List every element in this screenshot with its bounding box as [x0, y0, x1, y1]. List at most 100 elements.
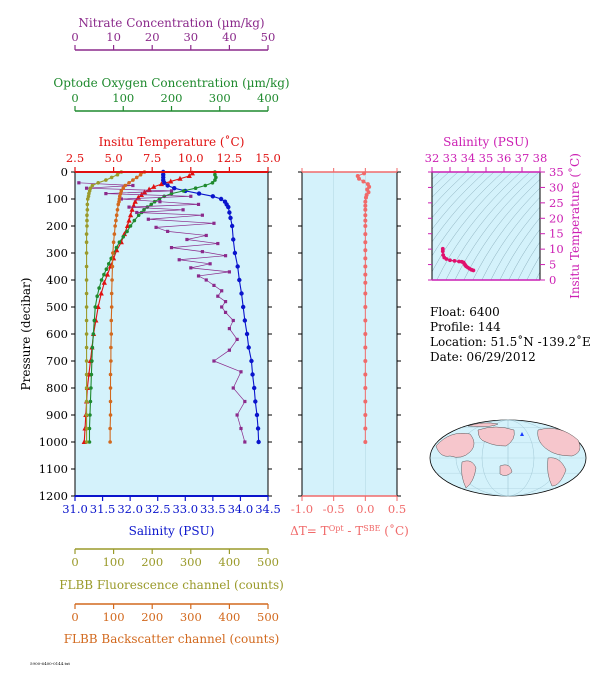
salinity-tick-label: 31.5	[90, 502, 116, 516]
pressure-tick-label: 500	[46, 300, 68, 314]
nitrate-point	[231, 318, 235, 323]
salinity-point	[256, 439, 261, 445]
backscatter-point	[116, 202, 121, 207]
fluorescence-tick-label: 400	[218, 555, 240, 569]
salinity-point	[227, 210, 232, 215]
ts-ytick-label: 5	[549, 258, 556, 272]
backscatter-tick-label: 500	[257, 610, 279, 624]
nitrate-point	[200, 250, 204, 254]
salinity-point	[172, 186, 177, 191]
ts-contour	[432, 172, 477, 219]
backscatter-point	[117, 197, 122, 201]
map-landmass	[547, 457, 567, 487]
salinity-tick-label: 33.0	[172, 502, 198, 516]
nitrate-point	[227, 270, 231, 274]
backscatter-point	[117, 194, 122, 199]
world-map	[429, 419, 587, 497]
oxygen-tick-label: 300	[209, 91, 231, 105]
salinity-point	[226, 204, 231, 210]
ts-contour	[472, 187, 540, 280]
oxygen-point	[95, 294, 99, 299]
fluorescence-point	[84, 264, 89, 269]
ts-contour	[526, 255, 540, 280]
delta-t-point	[363, 440, 368, 444]
nitrate-point	[169, 189, 174, 193]
ts-ytick-label: 35	[549, 165, 564, 179]
nitrate-point	[235, 337, 239, 341]
float-label: Float: 6400	[430, 305, 500, 319]
oxygen-point	[97, 286, 101, 290]
fluorescence-point	[84, 251, 89, 255]
salinity-tick-label: 32.5	[145, 502, 171, 516]
delta-t-point	[363, 272, 368, 277]
oxygen-tick-label: 0	[71, 91, 78, 105]
fluorescence-point	[84, 278, 89, 282]
delta-t-axis-title: ΔT= TOpt - TSBE (˚C)	[290, 523, 409, 538]
salinity-point	[231, 237, 236, 242]
salinity-point	[246, 345, 251, 350]
salinity-point	[228, 215, 233, 221]
delta-t-point	[363, 248, 368, 253]
nitrate-point	[200, 213, 204, 217]
ts-point	[448, 258, 452, 263]
ts-title: Salinity (PSU)	[443, 135, 529, 149]
fluorescence-tick-label: 200	[141, 555, 163, 569]
nitrate-tick-label: 30	[183, 30, 198, 44]
backscatter-point	[134, 175, 139, 180]
oxygen-point	[87, 440, 92, 444]
oxygen-point	[102, 272, 106, 277]
delta-t-label-part: ΔT= T	[290, 524, 329, 538]
salinity-point	[237, 277, 242, 283]
nitrate-point	[196, 274, 201, 278]
salinity-tick-label: 34.0	[228, 502, 254, 516]
backscatter-point	[110, 264, 115, 269]
oxygen-point	[157, 197, 162, 201]
delta-t-point	[363, 264, 368, 269]
temperature-point	[127, 212, 134, 218]
backscatter-point	[118, 191, 123, 196]
nitrate-point	[220, 305, 224, 309]
nitrate-point	[212, 283, 216, 287]
delta-t-tick-label: 0.5	[388, 502, 406, 516]
oxygen-point	[149, 202, 154, 207]
ts-point	[471, 268, 476, 273]
nitrate-tick-label: 50	[261, 30, 276, 44]
nitrate-point	[196, 202, 201, 206]
backscatter-tick-label: 400	[218, 610, 240, 624]
delta-t-point	[363, 232, 368, 237]
oxygen-point	[125, 229, 129, 234]
backscatter-point	[109, 332, 114, 336]
temperature-point	[132, 198, 138, 204]
nitrate-point	[177, 258, 181, 262]
fluorescence-point	[85, 202, 90, 207]
fluorescence-point	[86, 194, 91, 199]
fluorescence-tick-label: 300	[180, 555, 202, 569]
delta-t-point	[363, 413, 368, 417]
ts-contour	[432, 172, 513, 273]
backscatter-point	[111, 240, 116, 244]
fluorescence-point	[84, 291, 89, 296]
ts-point	[444, 257, 449, 261]
delta-t-point	[363, 332, 368, 336]
oxygen-point	[109, 256, 113, 261]
ts-point	[440, 249, 445, 254]
oxygen-point	[87, 426, 92, 431]
oxygen-point	[99, 278, 104, 282]
pressure-tick-label: 900	[46, 408, 68, 422]
nitrate-tick-label: 20	[145, 30, 160, 44]
oxygen-point	[214, 175, 218, 180]
delta-t-label-part: (˚C)	[380, 523, 408, 538]
pressure-tick-label: 1000	[39, 435, 68, 449]
float-position-marker	[520, 432, 524, 436]
delta-t-point	[363, 256, 368, 261]
map-landmass	[467, 422, 499, 427]
ts-ytick-label: 15	[549, 227, 564, 241]
fluorescence-point	[84, 318, 89, 323]
salinity-point	[252, 385, 257, 391]
backscatter-point	[123, 183, 127, 188]
pressure-tick-label: 400	[46, 273, 68, 287]
nitrate-point	[208, 262, 212, 266]
pressure-tick-label: 1200	[39, 489, 68, 503]
pressure-tick-label: 100	[46, 192, 68, 206]
backscatter-point	[121, 186, 126, 190]
